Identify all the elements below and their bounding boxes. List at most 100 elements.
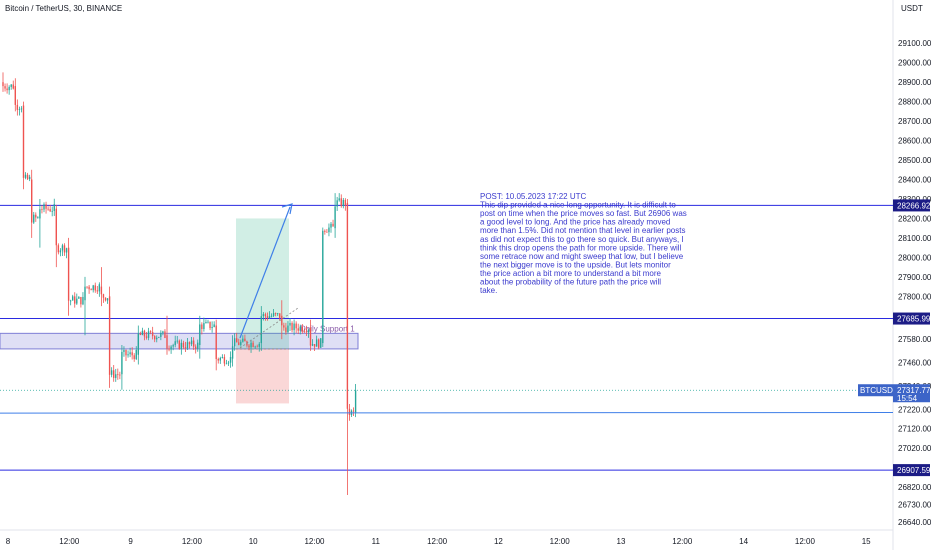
y-tick-label: 28400.00 [898,176,932,185]
candle-body [270,315,273,317]
candle-body [272,313,275,316]
candle-body [233,338,236,347]
candle-body [135,349,137,360]
candle-body [102,294,105,298]
position-target-zone[interactable] [236,218,289,349]
candle-body [268,316,271,319]
candle-body [309,327,312,346]
chart-title: Bitcoin / TetherUS, 30, BINANCE [5,4,123,13]
candle-body [289,322,291,326]
candle-body [141,330,144,336]
candle-body [61,245,64,251]
post-annotation-line: more than 1.5%. Did not mention that lev… [480,226,685,235]
candle-body [166,335,168,349]
candle-body [238,342,240,345]
candle-body [332,223,334,227]
trend-line[interactable] [0,411,894,414]
candle-body [176,340,178,342]
candle-body [293,323,295,331]
candle-body [225,363,228,365]
projection-arrow[interactable] [239,206,291,339]
candle-body [274,313,277,314]
post-annotation[interactable]: POST: 10.05.2023 17:22 UTC This dip provi… [480,192,687,295]
candle-body [303,331,306,333]
x-tick-label: 12:00 [672,537,693,546]
candle-body [10,84,12,87]
candle-body [266,316,269,319]
y-tick-label: 28800.00 [898,98,932,107]
y-tick-label: 29100.00 [898,39,932,48]
candle-body [352,410,355,412]
y-tick-label: 27220.00 [898,405,932,414]
x-tick-label: 12:00 [304,537,325,546]
candle-body [215,325,217,360]
candle-body [240,341,242,345]
x-tick-label: 12:00 [427,537,448,546]
candle-body [92,285,94,291]
candle-body [82,297,84,305]
candle-body [164,331,166,338]
candle-body [108,296,111,375]
candle-body [262,314,265,317]
candle-body [127,354,129,356]
candle-body [250,342,252,348]
candle-body [264,314,267,317]
post-annotation-line: a good level to long. And the price has … [480,218,670,227]
candle-body [156,337,158,340]
candle-body [346,202,349,409]
candle-body [117,374,119,376]
candle-body [328,227,330,233]
x-tick-label: 15 [862,537,871,546]
candle-body [33,214,35,223]
candle-body [149,331,152,333]
candle-body [244,338,246,342]
candle-body [192,340,195,347]
candle-body [297,328,299,331]
candle-body [129,352,131,355]
candle-body [217,359,219,361]
x-tick-label: 12:00 [795,537,816,546]
candle-body [342,199,344,207]
current-price-badge [893,384,930,403]
candle-body [301,326,303,332]
candle-body [211,327,213,329]
candle-body [104,297,107,301]
candle-body [119,374,121,376]
candle-body [186,342,189,349]
x-tick-label: 10 [249,537,258,546]
post-annotation-line: about the probability of the future path… [480,278,661,287]
x-tick-label: 8 [6,537,11,546]
candle-body [147,331,150,338]
post-annotation-line: as did not expect this to go there so qu… [480,235,684,244]
support-zone-label: Daily Support 1 [300,324,355,333]
candle-body [190,340,193,345]
candle-body [12,84,14,89]
candle-body [170,346,172,350]
level-price-badge [893,312,930,325]
y-tick-label: 28200.00 [898,214,932,223]
candle-body [178,340,180,350]
y-tick-label: 28100.00 [898,234,932,243]
candle-body [236,338,238,343]
candle-body [47,208,49,210]
candle-body [252,342,254,348]
candle-body [49,209,51,212]
candle-body [315,339,318,347]
currency-label: USDT [901,4,923,13]
y-tick-label: 26730.00 [898,501,932,510]
candle-body [2,82,4,87]
candle-body [133,355,135,360]
candle-body [307,329,310,333]
candle-body [188,342,191,345]
candle-body [326,231,328,233]
candle-body [98,284,101,292]
level-price-badge [893,464,930,477]
bar-countdown: 15:54 [897,394,918,403]
candle-body [158,336,160,338]
candle-body [160,332,162,337]
candle-body [287,325,289,333]
candle-body [28,176,31,180]
position-stop-zone[interactable] [236,348,289,404]
